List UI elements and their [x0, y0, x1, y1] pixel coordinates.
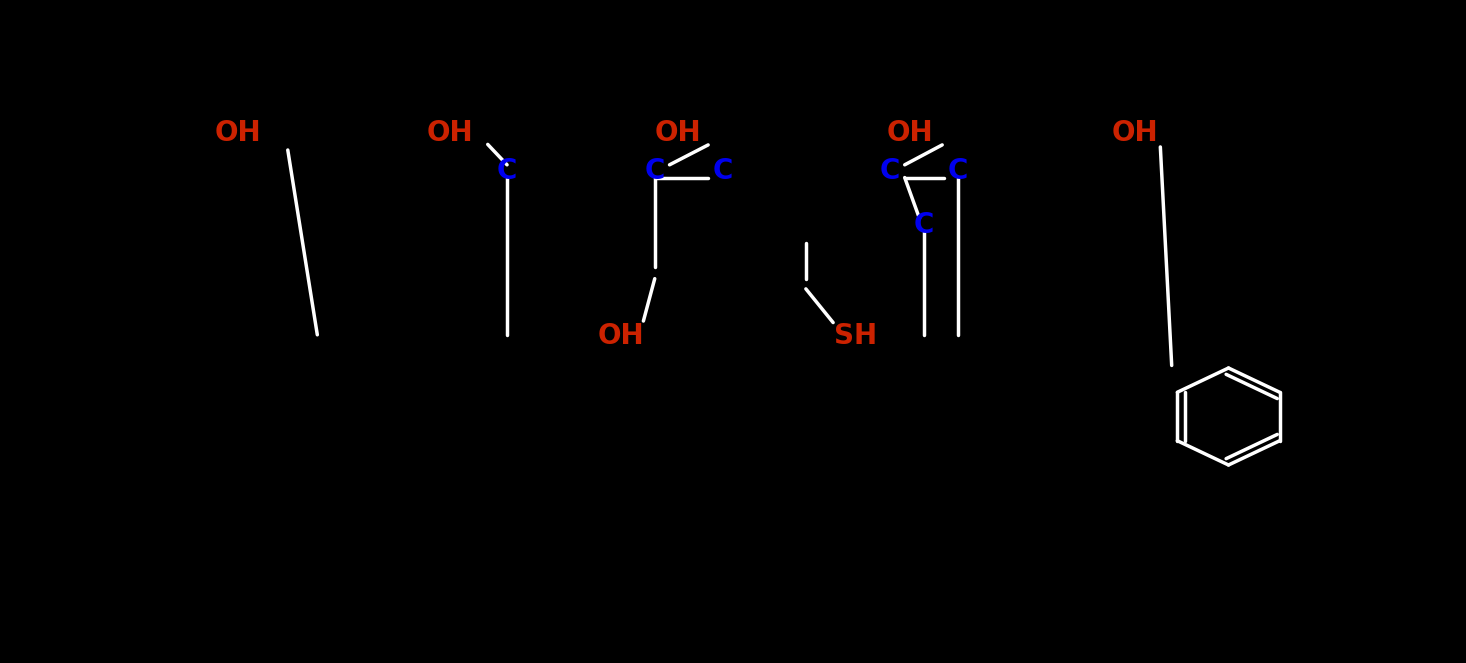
Text: C: C: [880, 157, 900, 186]
Text: C: C: [949, 157, 968, 186]
Text: C: C: [497, 157, 517, 186]
Text: OH: OH: [597, 322, 644, 350]
Text: C: C: [712, 157, 733, 186]
Text: C: C: [913, 211, 934, 239]
Text: OH: OH: [1113, 119, 1158, 147]
Text: C: C: [645, 157, 666, 186]
Text: OH: OH: [214, 119, 261, 147]
Text: SH: SH: [834, 322, 878, 350]
Text: OH: OH: [887, 119, 934, 147]
Text: OH: OH: [654, 119, 701, 147]
Text: OH: OH: [427, 119, 474, 147]
